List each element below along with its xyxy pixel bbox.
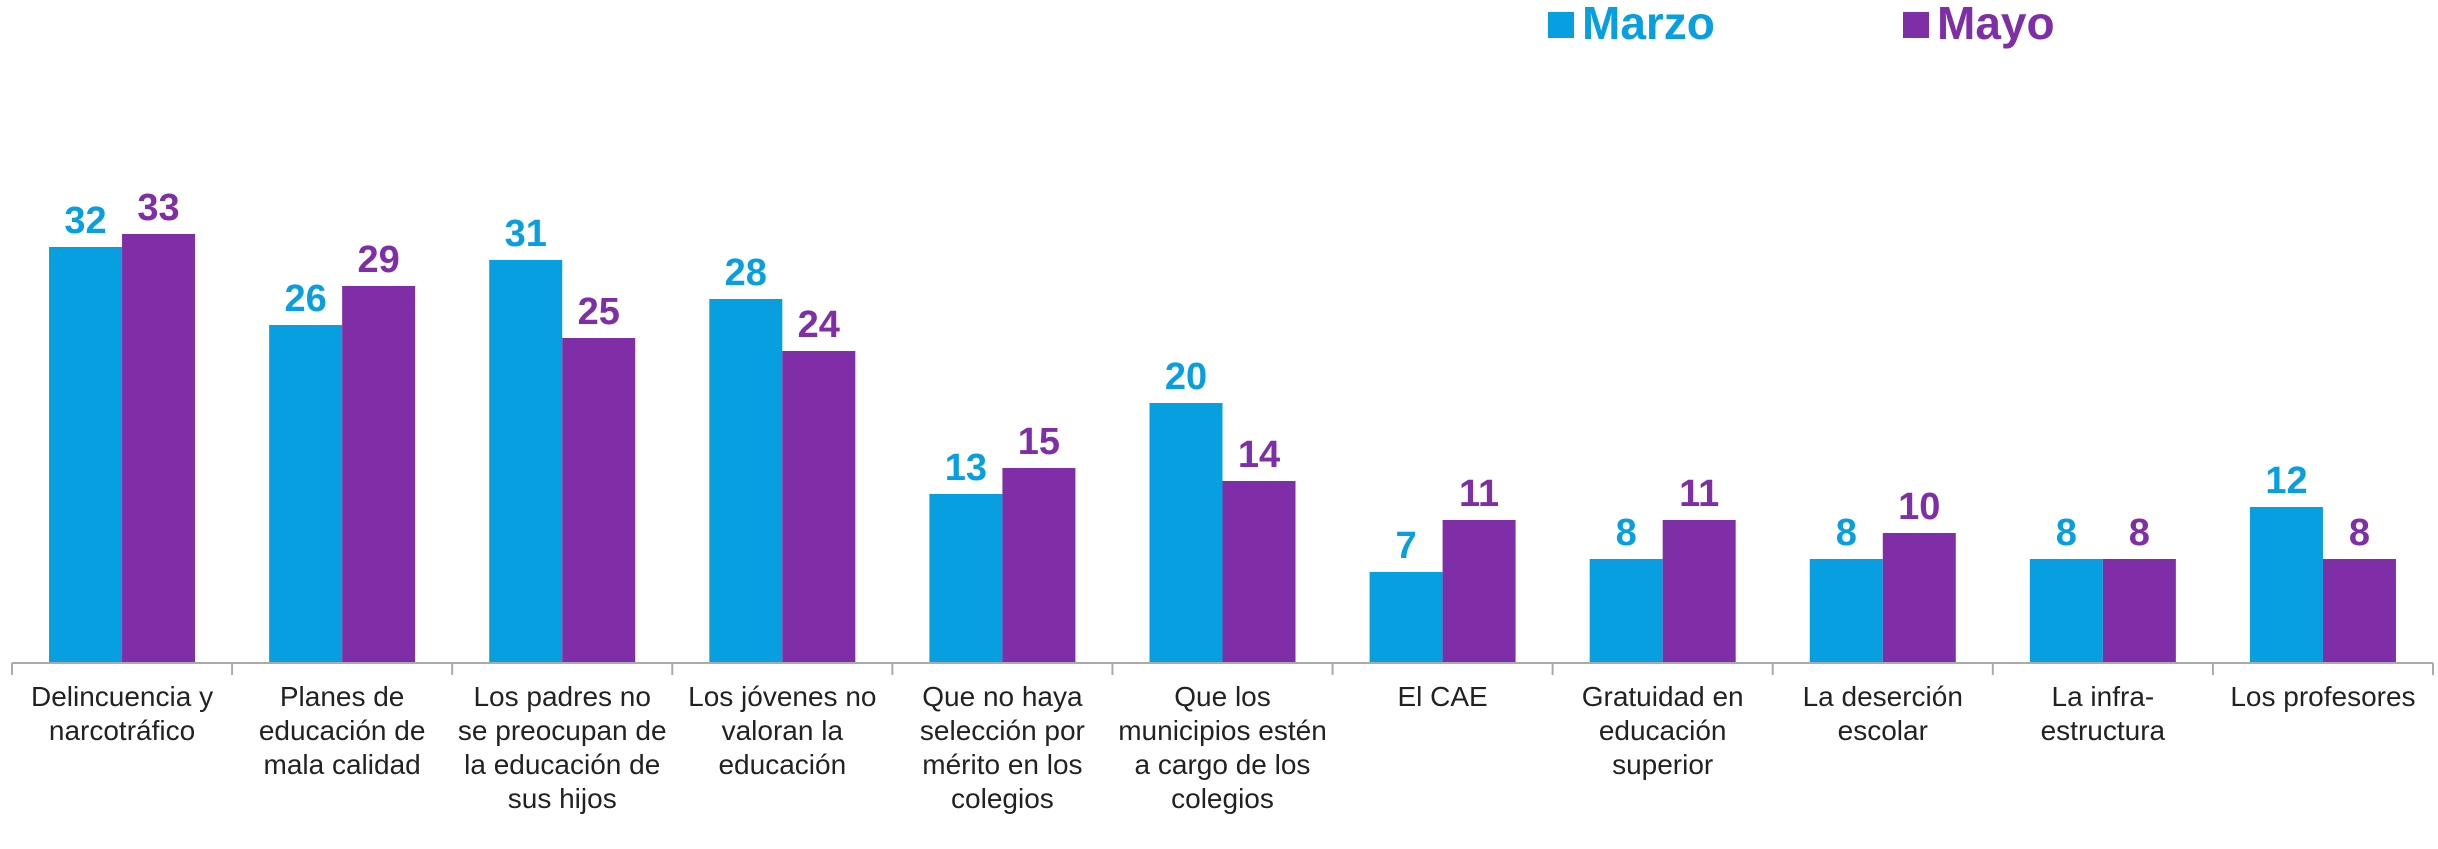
bar: [2322, 559, 2396, 663]
bar: [562, 338, 636, 663]
value-label: 31: [505, 213, 547, 255]
x-tick-label: Que no haya selección por mérito en los …: [919, 681, 1085, 814]
bar: [342, 286, 416, 663]
x-tick-label: Los padres no se preocupan de la educaci…: [457, 681, 667, 814]
x-tick-label: Gratuidad en educación superior: [1581, 681, 1744, 780]
value-label: 8: [2349, 512, 2370, 554]
bar: [1882, 533, 1956, 663]
value-label: 8: [2129, 512, 2150, 554]
bar: [269, 325, 343, 663]
bar: [1809, 559, 1883, 663]
bar: [709, 299, 783, 663]
value-label: 11: [1459, 473, 1499, 515]
value-label: 11: [1679, 473, 1719, 515]
bar: [782, 351, 856, 663]
value-label: 32: [64, 200, 106, 242]
bar: [2029, 559, 2103, 663]
x-tick-label: Planes de educación de mala calidad: [258, 681, 426, 780]
bar: [2102, 559, 2176, 663]
value-label: 26: [284, 278, 326, 320]
value-label: 25: [578, 291, 620, 333]
bar: [1002, 468, 1076, 663]
bar: [1442, 520, 1516, 663]
x-tick-label: El CAE: [1397, 681, 1488, 712]
legend-label: Mayo: [1937, 0, 2055, 49]
value-label: 33: [137, 187, 179, 229]
legend-swatch: [1548, 12, 1574, 38]
value-label: 10: [1898, 486, 1940, 528]
x-tick-label: Los profesores: [2230, 681, 2416, 712]
value-label: 13: [945, 447, 987, 489]
legend-swatch: [1903, 12, 1929, 38]
value-label: 8: [1836, 512, 1857, 554]
value-label: 12: [2265, 460, 2307, 502]
bar: [1662, 520, 1736, 663]
value-label: 8: [2056, 512, 2077, 554]
bar: [1589, 559, 1663, 663]
x-tick-label: Delincuencia y narcotráfico: [30, 681, 214, 746]
x-tick-label: Los jóvenes no valoran la educación: [688, 681, 877, 780]
value-label: 8: [1616, 512, 1637, 554]
bar: [1149, 403, 1223, 663]
value-label: 15: [1018, 421, 1060, 463]
bar: [2249, 507, 2323, 663]
bar: [1222, 481, 1296, 663]
bar: [1369, 572, 1443, 663]
value-label: 24: [798, 304, 840, 346]
bar: [929, 494, 1003, 663]
bar: [489, 260, 563, 663]
bar: [122, 234, 196, 663]
value-label: 29: [357, 239, 399, 281]
x-tick-label: La infra-estructura: [2040, 681, 2166, 746]
legend-label: Marzo: [1582, 0, 1715, 49]
bar: [49, 247, 123, 663]
x-tick-label: Que los municipios estén a cargo de los …: [1118, 681, 1327, 814]
x-tick-label: La deserción escolar: [1802, 681, 1963, 746]
value-label: 14: [1238, 434, 1280, 476]
value-label: 28: [725, 252, 767, 294]
value-label: 7: [1396, 525, 1417, 567]
value-label: 20: [1165, 356, 1207, 398]
